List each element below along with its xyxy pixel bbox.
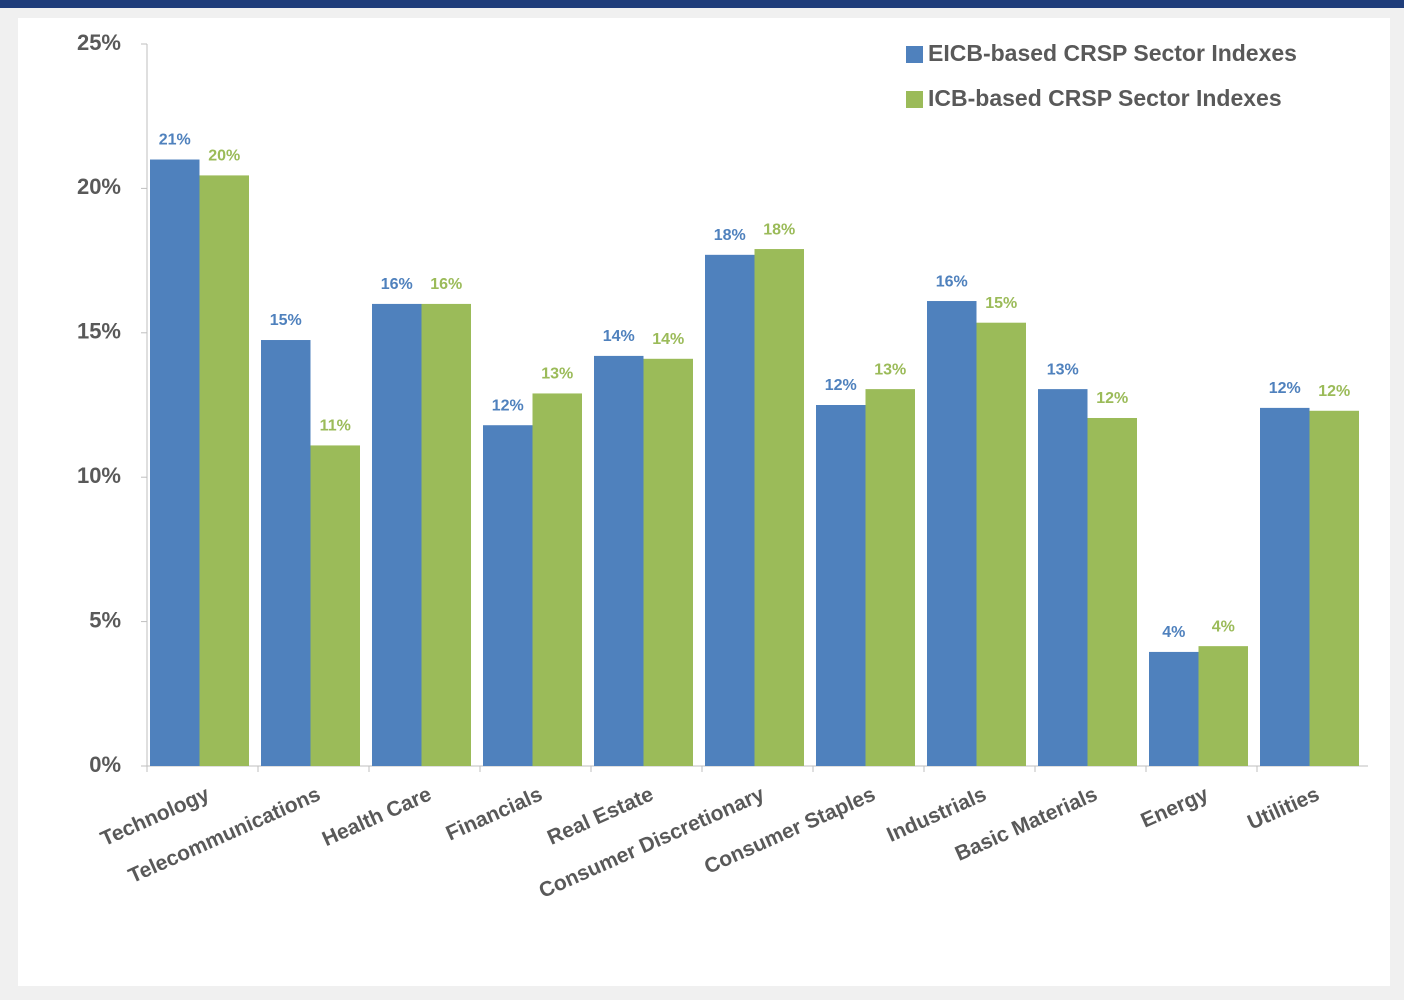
value-label: 16% bbox=[381, 276, 413, 293]
bar bbox=[976, 322, 1026, 766]
bar bbox=[150, 159, 200, 766]
value-label: 12% bbox=[1318, 383, 1350, 400]
bar bbox=[372, 303, 422, 766]
y-tick-label: 15% bbox=[77, 319, 121, 344]
bar bbox=[532, 393, 582, 766]
value-label: 14% bbox=[652, 331, 684, 348]
bar bbox=[594, 355, 644, 766]
y-tick-label: 25% bbox=[77, 30, 121, 55]
bar bbox=[1198, 646, 1248, 766]
value-label: 15% bbox=[985, 295, 1017, 312]
value-label: 13% bbox=[541, 366, 573, 383]
value-label: 18% bbox=[763, 221, 795, 238]
value-label: 12% bbox=[1269, 380, 1301, 397]
value-label: 12% bbox=[1096, 390, 1128, 407]
value-label: 20% bbox=[208, 148, 240, 165]
bar bbox=[1149, 651, 1199, 766]
value-label: 13% bbox=[874, 361, 906, 378]
bar bbox=[705, 254, 755, 766]
bar bbox=[1038, 389, 1088, 766]
legend-label: EICB-based CRSP Sector Indexes bbox=[928, 40, 1297, 66]
bar bbox=[1309, 410, 1359, 766]
bar bbox=[483, 425, 533, 766]
value-label: 12% bbox=[492, 397, 524, 414]
y-tick-label: 20% bbox=[77, 174, 121, 199]
legend-label: ICB-based CRSP Sector Indexes bbox=[928, 85, 1282, 111]
value-label: 14% bbox=[603, 328, 635, 345]
value-label: 15% bbox=[270, 312, 302, 329]
bar bbox=[816, 405, 866, 766]
bar bbox=[261, 340, 311, 766]
legend-swatch bbox=[906, 91, 923, 108]
top-band bbox=[0, 0, 1404, 8]
legend-swatch bbox=[906, 46, 923, 63]
value-label: 12% bbox=[825, 377, 857, 394]
y-tick-label: 5% bbox=[89, 607, 121, 632]
bar bbox=[643, 358, 693, 766]
y-tick-label: 10% bbox=[77, 463, 121, 488]
value-label: 21% bbox=[159, 132, 191, 149]
value-label: 16% bbox=[430, 276, 462, 293]
bar bbox=[310, 445, 360, 766]
bar bbox=[1260, 407, 1310, 766]
value-label: 18% bbox=[714, 227, 746, 244]
value-label: 4% bbox=[1162, 624, 1185, 641]
bar bbox=[1087, 417, 1137, 766]
value-label: 11% bbox=[320, 418, 351, 435]
bar bbox=[927, 301, 977, 766]
y-tick-label: 0% bbox=[89, 752, 121, 777]
value-label: 4% bbox=[1212, 618, 1235, 635]
bar bbox=[865, 389, 915, 766]
bar bbox=[199, 175, 249, 767]
bar bbox=[421, 303, 471, 766]
value-label: 16% bbox=[936, 273, 968, 290]
value-label: 13% bbox=[1047, 361, 1079, 378]
bar bbox=[754, 249, 804, 767]
